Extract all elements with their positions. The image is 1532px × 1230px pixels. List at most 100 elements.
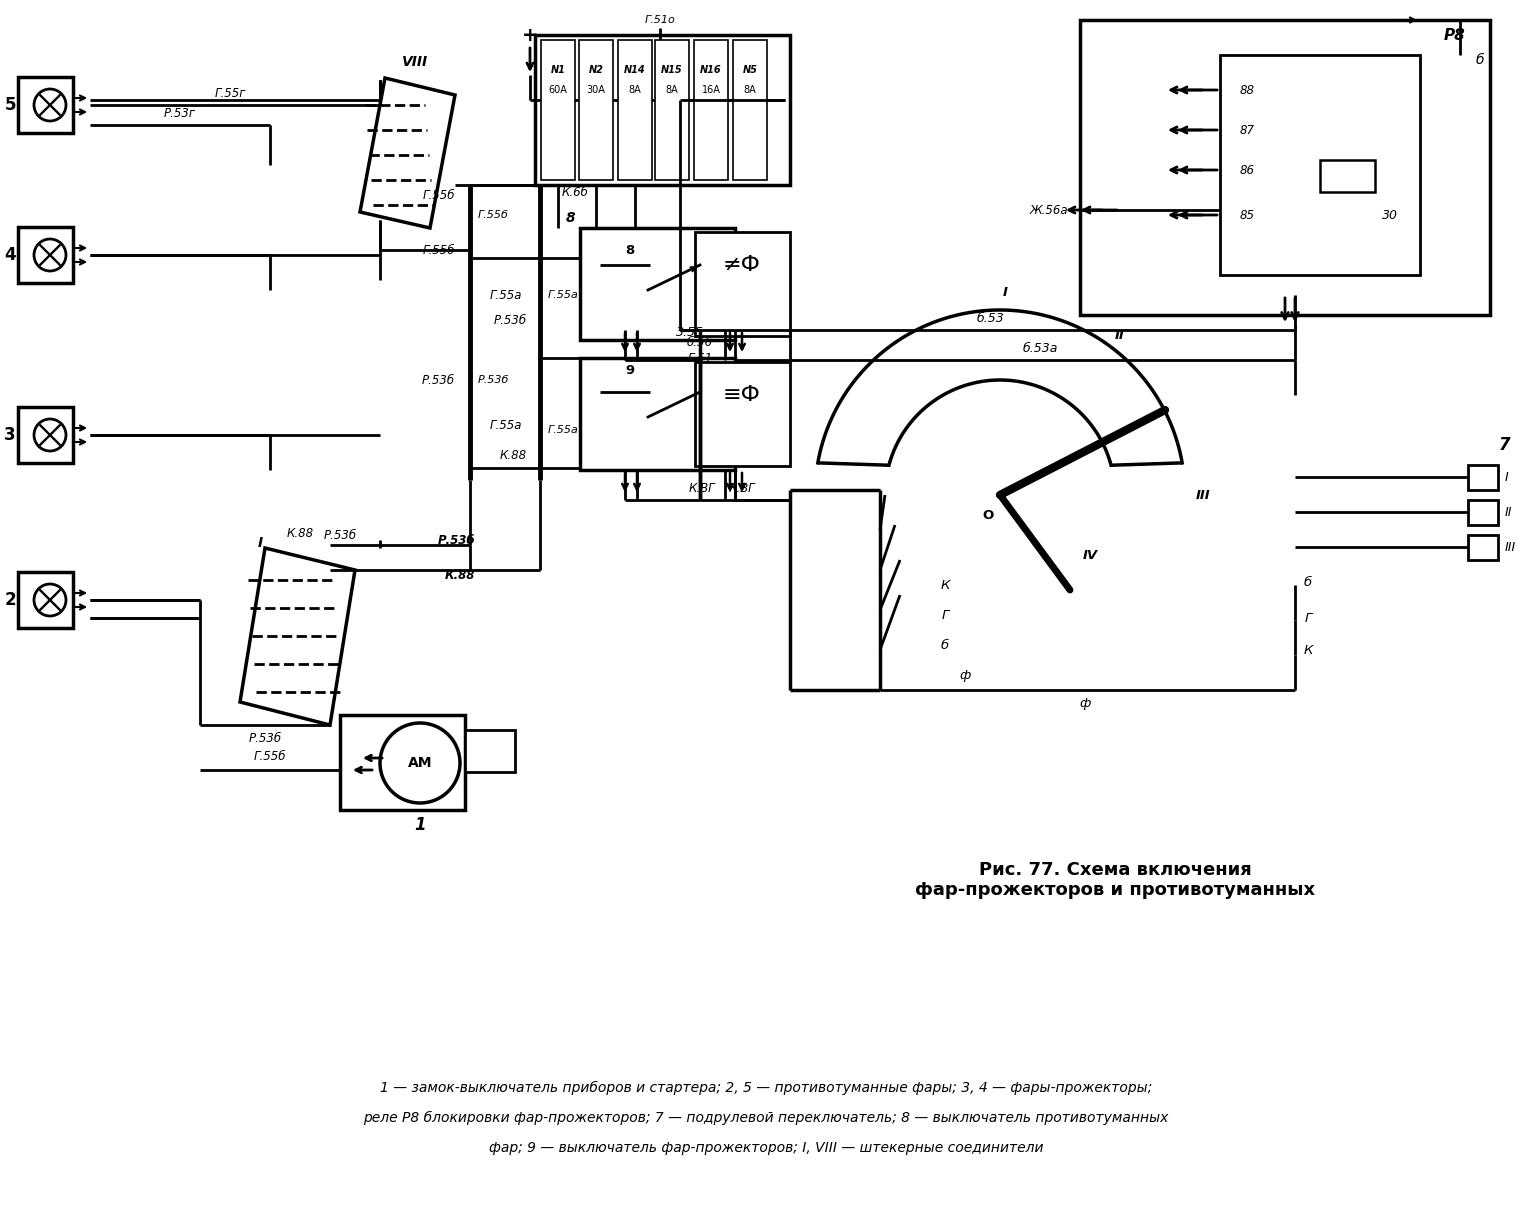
Bar	[18, 77, 74, 133]
Text: б.53: б.53	[976, 311, 1003, 325]
Text: I: I	[1002, 285, 1008, 299]
Text: К.ВГ: К.ВГ	[688, 481, 715, 494]
Text: К.88: К.88	[499, 449, 527, 461]
Text: I: I	[257, 536, 262, 550]
Text: N15: N15	[662, 65, 683, 75]
Text: O: O	[982, 508, 994, 522]
Text: 8A: 8A	[665, 85, 679, 95]
Bar	[696, 362, 791, 466]
Text: б: б	[1304, 576, 1311, 588]
Text: К.88: К.88	[286, 526, 314, 540]
Bar	[1321, 160, 1376, 192]
Text: 5: 5	[5, 96, 15, 114]
Text: N16: N16	[700, 65, 722, 75]
Bar	[656, 41, 689, 180]
Text: Рис. 77. Схема включения
фар-прожекторов и противотуманных: Рис. 77. Схема включения фар-прожекторов…	[915, 861, 1314, 899]
Bar	[1468, 501, 1498, 525]
Text: 2: 2	[5, 590, 15, 609]
Text: 1 — замок-выключатель приборов и стартера; 2, 5 — противотуманные фары; 3, 4 — ф: 1 — замок-выключатель приборов и стартер…	[380, 1081, 1152, 1095]
Text: III: III	[1504, 540, 1517, 554]
Bar	[1080, 20, 1491, 315]
Text: P8: P8	[1445, 27, 1466, 43]
Text: ф: ф	[959, 668, 971, 681]
Text: Р.53г: Р.53г	[164, 107, 196, 119]
Text: Г: Г	[941, 609, 948, 621]
Text: Р.53б: Р.53б	[478, 375, 509, 385]
Circle shape	[380, 723, 460, 803]
Bar	[581, 358, 735, 470]
Text: Р.53б: Р.53б	[248, 732, 282, 744]
Text: 9: 9	[625, 364, 634, 376]
Text: б: б	[1475, 53, 1485, 66]
Text: Г.55г: Г.55г	[214, 86, 245, 100]
Text: Г.51: Г.51	[688, 352, 712, 364]
Circle shape	[34, 89, 66, 121]
Bar	[694, 41, 728, 180]
Text: Г.55б: Г.55б	[423, 188, 455, 202]
Text: Р.53б: Р.53б	[421, 374, 455, 386]
Text: Г.51о: Г.51о	[645, 15, 676, 25]
Bar	[617, 41, 653, 180]
Text: Г.55а: Г.55а	[490, 289, 522, 301]
Text: 86: 86	[1239, 164, 1255, 176]
Text: 7: 7	[1500, 435, 1511, 454]
Bar	[466, 729, 515, 772]
Text: К.6б: К.6б	[562, 186, 588, 198]
Text: Р.53б: Р.53б	[437, 534, 475, 546]
Bar	[340, 715, 466, 811]
Circle shape	[34, 239, 66, 271]
Text: 87: 87	[1239, 123, 1255, 137]
Text: Р.53б: Р.53б	[323, 529, 357, 541]
Text: 30A: 30A	[587, 85, 605, 95]
Text: Г.55б: Г.55б	[423, 244, 455, 257]
Text: N5: N5	[743, 65, 757, 75]
Text: ф: ф	[1080, 696, 1091, 710]
Text: 3: 3	[5, 426, 15, 444]
Bar	[18, 572, 74, 629]
Text: VIII: VIII	[401, 55, 427, 69]
Text: Г.55б: Г.55б	[478, 210, 509, 220]
Bar	[581, 228, 735, 339]
Text: Г: Г	[1304, 611, 1311, 625]
Text: К: К	[1304, 643, 1313, 657]
Bar	[1468, 465, 1498, 490]
Text: 8A: 8A	[743, 85, 757, 95]
Polygon shape	[241, 549, 355, 724]
Text: б: б	[941, 638, 948, 652]
Bar	[18, 407, 74, 462]
Text: +: +	[522, 26, 538, 44]
Polygon shape	[360, 77, 455, 228]
Text: Г.55а: Г.55а	[548, 426, 579, 435]
Text: Ж.56а: Ж.56а	[1030, 203, 1068, 216]
Circle shape	[34, 584, 66, 616]
Text: 8: 8	[625, 244, 634, 257]
Text: I: I	[1504, 471, 1509, 483]
Text: N1: N1	[550, 65, 565, 75]
Text: Г.55б: Г.55б	[254, 749, 286, 763]
Text: К.88: К.88	[444, 568, 475, 582]
Bar	[18, 228, 74, 283]
Text: II: II	[1504, 506, 1512, 519]
Text: 1: 1	[414, 815, 426, 834]
Text: 3.55: 3.55	[676, 326, 705, 338]
Text: ≡Ф: ≡Ф	[723, 385, 761, 405]
Text: 60A: 60A	[548, 85, 567, 95]
Text: Г.55а: Г.55а	[490, 418, 522, 432]
Text: III: III	[1195, 488, 1210, 502]
Text: 8: 8	[565, 212, 574, 225]
Bar	[541, 41, 574, 180]
Bar	[535, 34, 791, 184]
Bar	[732, 41, 768, 180]
Text: 8A: 8A	[628, 85, 642, 95]
Text: АМ: АМ	[408, 756, 432, 770]
Bar	[696, 232, 791, 336]
Text: Г.55а: Г.55а	[548, 290, 579, 300]
Text: II: II	[1115, 328, 1124, 342]
Text: Р.53б: Р.53б	[493, 314, 527, 326]
Text: реле P8 блокировки фар-прожекторов; 7 — подрулевой переключатель; 8 — выключател: реле P8 блокировки фар-прожекторов; 7 — …	[363, 1111, 1169, 1125]
Text: 4: 4	[5, 246, 15, 264]
Text: N2: N2	[588, 65, 604, 75]
Bar	[1219, 55, 1420, 276]
Circle shape	[34, 419, 66, 451]
Text: 85: 85	[1239, 209, 1255, 221]
